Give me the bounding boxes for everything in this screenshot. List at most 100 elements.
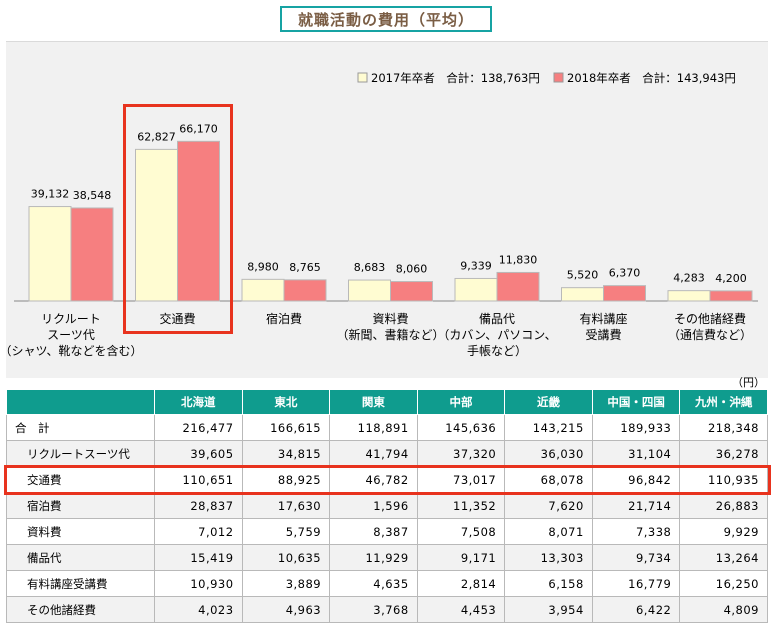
data-label-2017-5: 5,520 — [567, 269, 599, 282]
data-label-2017-1: 62,827 — [137, 130, 176, 143]
category-label-4-0: 備品代 — [479, 311, 515, 326]
table-corner-cell — [6, 389, 155, 415]
table-row: リクルートスーツ代 39,605 34,815 41,794 37,320 36,030 3… — [6, 440, 768, 467]
table-cell: 6,158 — [504, 570, 593, 597]
bar-2018-5 — [603, 285, 646, 302]
bar-2018-6 — [709, 290, 753, 302]
bar-2018-3 — [390, 281, 433, 302]
table-cell: 4,963 — [241, 596, 331, 623]
data-label-2017-3: 8,683 — [354, 261, 386, 274]
category-label-3-1: （新聞、書籍など） — [336, 327, 444, 342]
table-cell: 4,635 — [329, 570, 418, 597]
table-cell: 7,012 — [154, 518, 243, 545]
data-label-2018-3: 8,060 — [396, 263, 428, 276]
category-label-4-2: 手帳など） — [467, 344, 527, 358]
bar-2017-1 — [135, 148, 178, 302]
table-cell: 88,925 — [241, 466, 331, 493]
table-cell: 5,759 — [241, 518, 331, 545]
legend-label-0: 2017年卒者 合計：138,763円 — [371, 71, 540, 85]
table-cell: 7,338 — [591, 518, 681, 545]
bar-2017-6 — [667, 290, 711, 302]
table-cell: 16,250 — [679, 570, 768, 597]
column-header: 北海道 — [154, 389, 243, 415]
row-label: 有料講座受講費 — [6, 570, 155, 597]
table-cell: 4,023 — [154, 596, 243, 623]
data-label-2018-6: 4,200 — [715, 272, 747, 285]
category-label-5-1: 受講費 — [585, 327, 621, 342]
bar-chart: 39,132 38,548リクルートスーツ代（シャツ、靴などを含む）62,8276… — [6, 71, 758, 358]
table-cell: 37,320 — [416, 440, 506, 467]
table-cell: 9,171 — [416, 544, 506, 571]
table-cell: 11,352 — [416, 492, 506, 519]
row-label: 宿泊費 — [6, 492, 155, 519]
category-label-0-0: リクルート — [41, 312, 101, 326]
table-cell: 2,814 — [416, 570, 506, 597]
bar-2017-3 — [348, 279, 391, 302]
table-cell: 6,422 — [591, 596, 681, 623]
bar-2018-2 — [283, 279, 327, 302]
table-cell: 31,104 — [591, 440, 681, 467]
data-label-2018-0: 38,548 — [73, 189, 112, 202]
category-label-6-0: その他諸経費 — [674, 311, 746, 326]
category-label-0-2: （シャツ、靴などを含む） — [6, 343, 143, 358]
column-header: 中国・四国 — [591, 389, 681, 415]
table-row: 交通費 110,651 88,925 46,782 73,017 68,078 96,842… — [6, 466, 768, 493]
table-cell: 218,348 — [679, 414, 768, 441]
column-header: 中部 — [416, 389, 506, 415]
row-label: 備品代 — [6, 544, 155, 571]
bar-2018-4 — [496, 271, 540, 302]
table-cell: 15,419 — [154, 544, 243, 571]
data-label-2018-4: 11,830 — [499, 253, 538, 266]
table-cell: 143,215 — [504, 414, 593, 441]
category-label-3-0: 資料費 — [372, 311, 408, 326]
table-cell: 21,714 — [591, 492, 681, 519]
data-label-2017-4: 9,339 — [460, 259, 492, 272]
table-cell: 1,596 — [329, 492, 418, 519]
table-cell: 28,837 — [154, 492, 243, 519]
category-label-2-0: 宿泊費 — [266, 311, 302, 326]
legend-label-1: 2018年卒者 合計：143,943円 — [567, 71, 736, 85]
bar-2017-0 — [28, 206, 72, 302]
category-label-6-1: （通信費など） — [668, 327, 752, 342]
table-cell: 9,929 — [679, 518, 768, 545]
bar-2018-1 — [177, 140, 220, 302]
legend-swatch-1 — [553, 72, 564, 83]
data-label-2018-5: 6,370 — [609, 267, 641, 280]
chart-title: 就職活動の費用（平均） — [280, 6, 492, 32]
category-label-5-0: 有料講座 — [579, 311, 627, 326]
table-cell: 36,278 — [679, 440, 768, 467]
table-cell: 68,078 — [504, 466, 593, 493]
table-row: 有料講座受講費 10,930 3,889 4,635 2,814 6,158 16,779 1… — [6, 570, 768, 597]
table-cell: 8,387 — [329, 518, 418, 545]
chart-panel: 39,132 38,548 リクルート スーツ代 （シャツ、靴などを含む） 62,827 6… — [6, 41, 768, 378]
row-label: リクルートスーツ代 — [6, 440, 155, 467]
row-label: 資料費 — [6, 518, 155, 545]
legend-swatch-0 — [357, 72, 368, 83]
table-cell: 189,933 — [591, 414, 681, 441]
table-cell: 110,935 — [679, 466, 768, 493]
data-label-2017-6: 4,283 — [673, 272, 705, 285]
table-cell: 96,842 — [591, 466, 681, 493]
column-header: 東北 — [241, 389, 331, 415]
row-label: 交通費 — [6, 466, 155, 493]
bar-2018-0 — [70, 207, 114, 302]
table-cell: 9,734 — [591, 544, 681, 571]
table-cell: 7,508 — [416, 518, 506, 545]
table-cell: 166,615 — [241, 414, 331, 441]
category-label-4-1: （カバン、パソコン、 — [437, 328, 556, 342]
data-label-2018-1: 66,170 — [179, 122, 218, 135]
table-cell: 216,477 — [154, 414, 243, 441]
table-cell: 26,883 — [679, 492, 768, 519]
regional-cost-table: 北海道 東北 関東 中部 近畿 中国・四国 九州・沖縄 合 計 216,477 166,615 1… — [6, 389, 768, 623]
table-cell: 3,768 — [329, 596, 418, 623]
table-cell: 4,809 — [679, 596, 768, 623]
column-header: 九州・沖縄 — [679, 389, 768, 415]
column-header: 近畿 — [504, 389, 593, 415]
table-cell: 8,071 — [504, 518, 593, 545]
table-cell: 73,017 — [416, 466, 506, 493]
row-label: 合 計 — [6, 414, 155, 441]
bar-2017-5 — [561, 287, 604, 302]
table-cell: 10,930 — [154, 570, 243, 597]
table-cell: 145,636 — [416, 414, 506, 441]
table-cell: 34,815 — [241, 440, 331, 467]
